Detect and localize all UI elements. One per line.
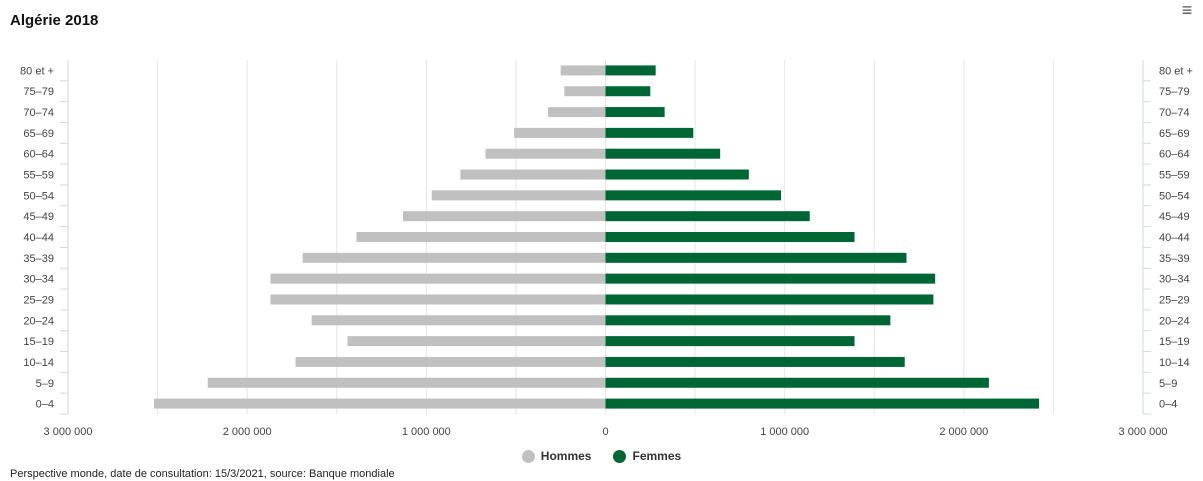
bar-hommes	[356, 232, 606, 242]
y-tick-label-right: 5–9	[1159, 378, 1177, 390]
y-tick-label-right: 10–14	[1159, 357, 1190, 369]
bar-femmes	[605, 294, 934, 305]
y-tick-label-left: 0–4	[36, 399, 54, 411]
bar-femmes	[605, 65, 656, 76]
chart-title: Algérie 2018	[10, 12, 99, 29]
y-tick-label-left: 25–29	[23, 294, 54, 306]
y-tick-label-left: 40–44	[23, 232, 54, 244]
x-tick-label: 1 000 000	[402, 426, 451, 438]
x-tick-label: 3 000 000	[44, 426, 93, 438]
y-tick-label-left: 65–69	[23, 128, 54, 140]
y-tick-label-right: 30–34	[1159, 274, 1190, 286]
bars	[154, 65, 1040, 409]
bar-hommes	[270, 294, 606, 305]
y-tick-label-right: 40–44	[1159, 232, 1190, 244]
x-tick-label: 0	[602, 426, 608, 438]
y-tick-label-left: 10–14	[23, 357, 54, 369]
bar-hommes	[347, 336, 606, 347]
bar-hommes	[548, 107, 606, 118]
bar-hommes	[207, 377, 606, 388]
bar-hommes	[460, 169, 606, 180]
x-tick-label: 2 000 000	[223, 426, 272, 438]
bar-hommes	[564, 86, 606, 97]
bar-femmes	[605, 377, 989, 388]
bar-femmes	[605, 86, 651, 97]
hamburger-menu-icon[interactable]: ≡	[1181, 0, 1193, 20]
y-tick-label-left: 80 et +	[20, 65, 54, 77]
bar-femmes	[605, 356, 905, 367]
x-tick-label: 2 000 000	[939, 426, 988, 438]
y-tick-label-right: 15–19	[1159, 336, 1190, 348]
bar-femmes	[605, 398, 1040, 409]
legend: Hommes Femmes	[0, 449, 1203, 463]
population-pyramid-chart: 80 et + 80 et + 75–79 75–79 70–74 70–74 65–69 6…	[20, 60, 1193, 438]
y-tick-label-left: 55–59	[23, 170, 54, 182]
y-tick-label-right: 70–74	[1159, 107, 1190, 119]
legend-item-hommes[interactable]: Hommes	[521, 449, 592, 463]
y-tick-label-right: 50–54	[1159, 190, 1190, 202]
bar-femmes	[605, 190, 782, 201]
y-tick-label-right: 55–59	[1159, 170, 1190, 182]
bar-femmes	[605, 273, 936, 284]
bar-hommes	[311, 315, 606, 326]
y-tick-label-right: 0–4	[1159, 399, 1177, 411]
y-tick-label-left: 20–24	[23, 315, 54, 327]
grid-lines	[67, 60, 1144, 414]
y-tick-label-right: 75–79	[1159, 86, 1190, 98]
bar-hommes	[485, 148, 606, 159]
bar-femmes	[605, 315, 891, 326]
legend-femmes-marker	[613, 449, 627, 463]
bar-femmes	[605, 169, 749, 180]
y-tick-label-left: 45–49	[23, 211, 54, 223]
axes: 80 et + 80 et + 75–79 75–79 70–74 70–74 65–69 6…	[20, 60, 1193, 438]
x-tick-label: 3 000 000	[1119, 426, 1168, 438]
bar-hommes	[431, 190, 606, 201]
legend-item-femmes[interactable]: Femmes	[613, 449, 681, 463]
y-tick-label-right: 80 et +	[1159, 65, 1193, 77]
bar-hommes	[560, 65, 606, 76]
bar-hommes	[302, 252, 606, 263]
y-tick-label-left: 35–39	[23, 253, 54, 265]
bar-hommes	[154, 398, 606, 409]
x-tick-label: 1 000 000	[760, 426, 809, 438]
y-tick-label-right: 25–29	[1159, 294, 1190, 306]
y-tick-label-left: 75–79	[23, 86, 54, 98]
credits[interactable]: Perspective monde, date de consultation:…	[10, 468, 395, 480]
legend-femmes-label: Femmes	[632, 449, 682, 463]
y-tick-label-right: 45–49	[1159, 211, 1190, 223]
y-tick-label-right: 60–64	[1159, 149, 1190, 161]
bar-hommes	[295, 356, 606, 367]
y-tick-label-left: 15–19	[23, 336, 54, 348]
bar-femmes	[605, 127, 694, 138]
bar-hommes	[514, 127, 606, 138]
y-tick-label-right: 35–39	[1159, 253, 1190, 265]
y-tick-label-right: 65–69	[1159, 128, 1190, 140]
y-tick-label-left: 70–74	[23, 107, 54, 119]
y-tick-label-left: 50–54	[23, 190, 54, 202]
y-tick-label-left: 60–64	[23, 149, 54, 161]
y-tick-label-left: 5–9	[36, 378, 54, 390]
bar-hommes	[270, 273, 606, 284]
bar-hommes	[403, 211, 606, 222]
bar-femmes	[605, 336, 855, 347]
y-tick-label-right: 20–24	[1159, 315, 1190, 327]
bar-femmes	[605, 232, 855, 242]
bar-femmes	[605, 107, 665, 118]
legend-hommes-marker	[521, 449, 535, 463]
y-tick-label-left: 30–34	[23, 274, 54, 286]
bar-femmes	[605, 148, 721, 159]
bar-femmes	[605, 252, 907, 263]
legend-hommes-label: Hommes	[540, 449, 592, 463]
bar-femmes	[605, 211, 810, 222]
